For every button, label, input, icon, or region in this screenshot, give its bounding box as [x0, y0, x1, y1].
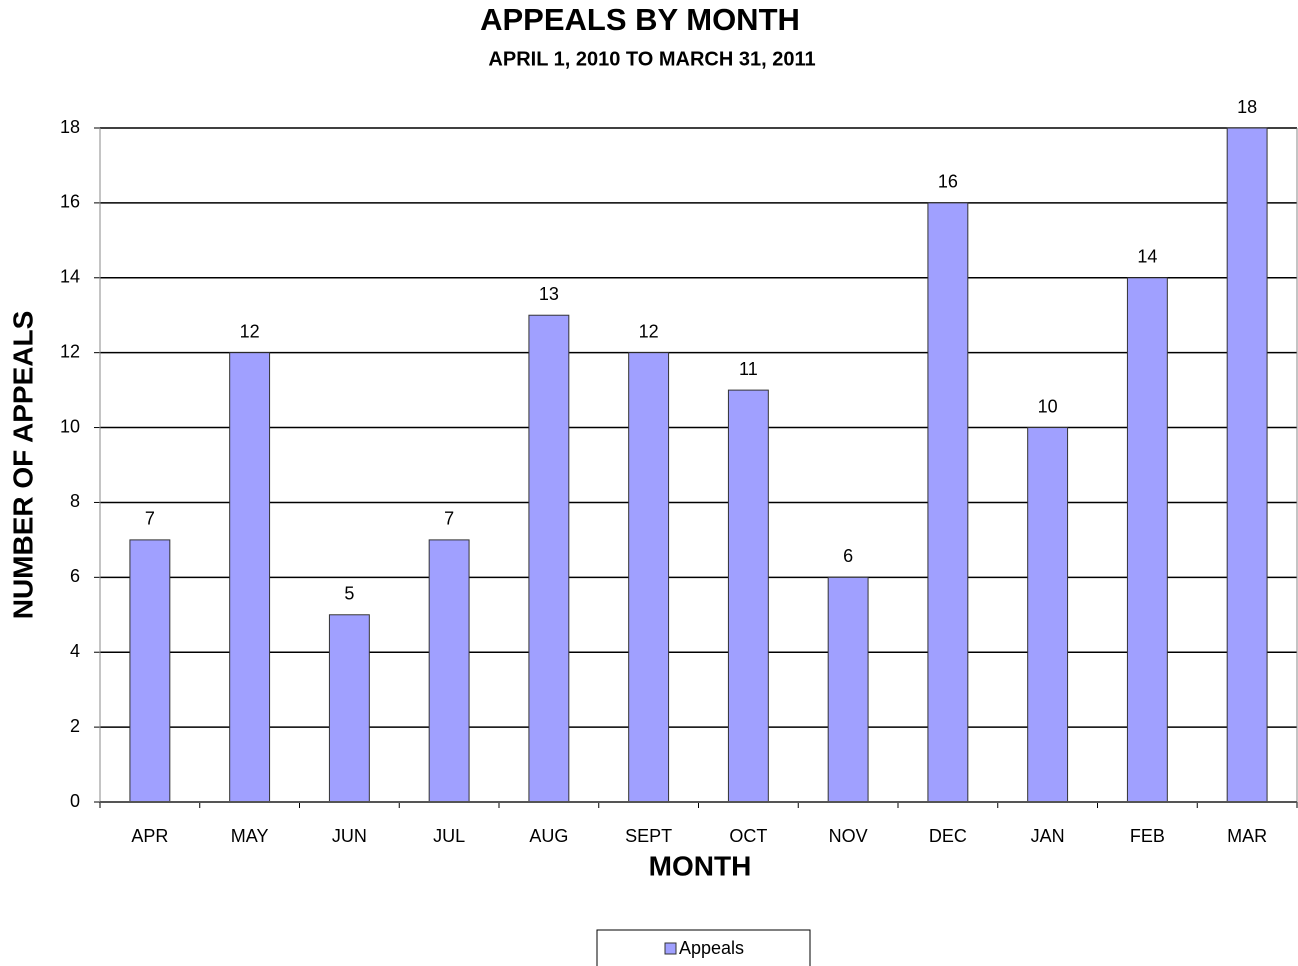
data-label: 5 [344, 584, 354, 604]
x-tick-label: OCT [729, 826, 767, 846]
bar [1027, 427, 1069, 803]
chart-subtitle: APRIL 1, 2010 TO MARCH 31, 2011 [488, 48, 815, 70]
y-tick-label: 18 [60, 117, 80, 137]
x-tick-label: MAR [1227, 826, 1267, 846]
x-tick-label: JAN [1031, 826, 1065, 846]
bar [229, 352, 271, 803]
x-tick-label: NOV [829, 826, 868, 846]
x-tick-label: JUL [433, 826, 465, 846]
y-tick-label: 6 [70, 566, 80, 586]
bar [628, 352, 670, 803]
x-tick-label: MAY [231, 826, 269, 846]
data-label: 12 [240, 321, 260, 341]
y-tick-label: 12 [60, 341, 80, 361]
y-tick-label: 4 [70, 641, 80, 661]
chart-title: APPEALS BY MONTH [480, 2, 800, 37]
data-label: 11 [739, 359, 758, 379]
data-label: 7 [145, 509, 155, 529]
data-label: 14 [1137, 247, 1157, 267]
y-tick-label: 0 [70, 791, 80, 811]
data-label: 6 [843, 546, 853, 566]
legend-box [596, 929, 811, 966]
data-label: 12 [639, 321, 659, 341]
bar [428, 539, 470, 803]
y-tick-label: 8 [70, 491, 80, 511]
y-tick-label: 10 [60, 416, 80, 436]
y-axis-title: NUMBER OF APPEALS [7, 311, 38, 620]
bar [927, 202, 969, 803]
data-label: 7 [444, 509, 454, 529]
bar [528, 314, 570, 803]
bar [1226, 127, 1268, 803]
x-tick-label: SEPT [625, 826, 672, 846]
bar [727, 389, 769, 803]
x-axis-title: MONTH [649, 850, 752, 881]
y-tick-label: 2 [70, 716, 80, 736]
x-tick-label: JUN [332, 826, 367, 846]
legend-label: Appeals [679, 938, 744, 958]
x-tick-label: DEC [929, 826, 967, 846]
data-label: 18 [1237, 97, 1257, 117]
bar [129, 539, 171, 803]
bar [827, 576, 869, 803]
x-tick-label: FEB [1130, 826, 1165, 846]
legend-swatch [664, 942, 677, 955]
data-label: 10 [1038, 396, 1058, 416]
x-tick-label: AUG [529, 826, 568, 846]
y-tick-label: 14 [60, 267, 80, 287]
bar [1126, 277, 1168, 803]
data-label: 16 [938, 172, 958, 192]
y-tick-label: 16 [60, 192, 80, 212]
x-tick-label: APR [131, 826, 168, 846]
bar [328, 614, 370, 803]
data-label: 13 [539, 284, 559, 304]
